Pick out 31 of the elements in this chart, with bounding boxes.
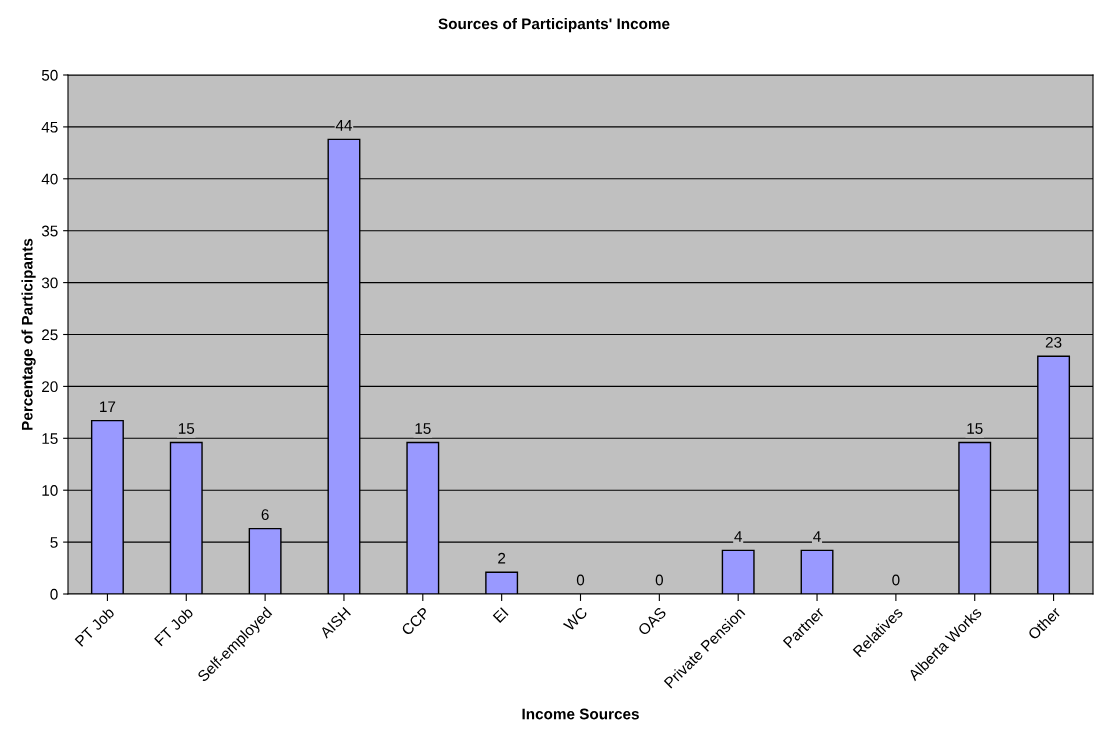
data-label: 4 (813, 531, 821, 542)
y-axis-title: Percentage of Participants (21, 238, 36, 430)
data-label: 0 (576, 574, 585, 586)
y-tick-label: 15 (42, 433, 58, 444)
data-label: 17 (100, 401, 116, 412)
data-label: 4 (734, 531, 742, 542)
y-tick-label: 5 (50, 537, 58, 548)
y-tick-label: 45 (41, 121, 58, 133)
y-tick-label: 20 (42, 381, 58, 393)
x-axis-title: Income Sources (522, 708, 639, 720)
data-label: 6 (261, 509, 269, 521)
x-tick-label: PT Job (74, 606, 115, 647)
data-label: 15 (415, 423, 431, 434)
y-tick-label: 0 (50, 588, 58, 600)
data-label: 0 (892, 574, 900, 586)
x-tick-label: EI (492, 607, 509, 623)
data-label: 23 (1045, 336, 1062, 348)
data-label: 0 (655, 574, 663, 586)
y-tick-label: 10 (42, 485, 58, 496)
y-tick-label: 50 (41, 69, 58, 81)
data-label: 15 (967, 423, 983, 434)
data-label: 15 (178, 423, 195, 434)
y-tick-label: 40 (41, 173, 58, 185)
y-tick-label: 30 (41, 277, 58, 289)
x-tick-label: FT Job (153, 606, 194, 647)
y-tick-label: 25 (42, 329, 58, 341)
x-tick-label: WC (562, 606, 589, 632)
chart-title: Sources of Participants' Income (438, 18, 670, 33)
data-label: 44 (335, 120, 353, 131)
data-label: 2 (498, 552, 506, 564)
y-tick-label: 35 (41, 225, 58, 237)
